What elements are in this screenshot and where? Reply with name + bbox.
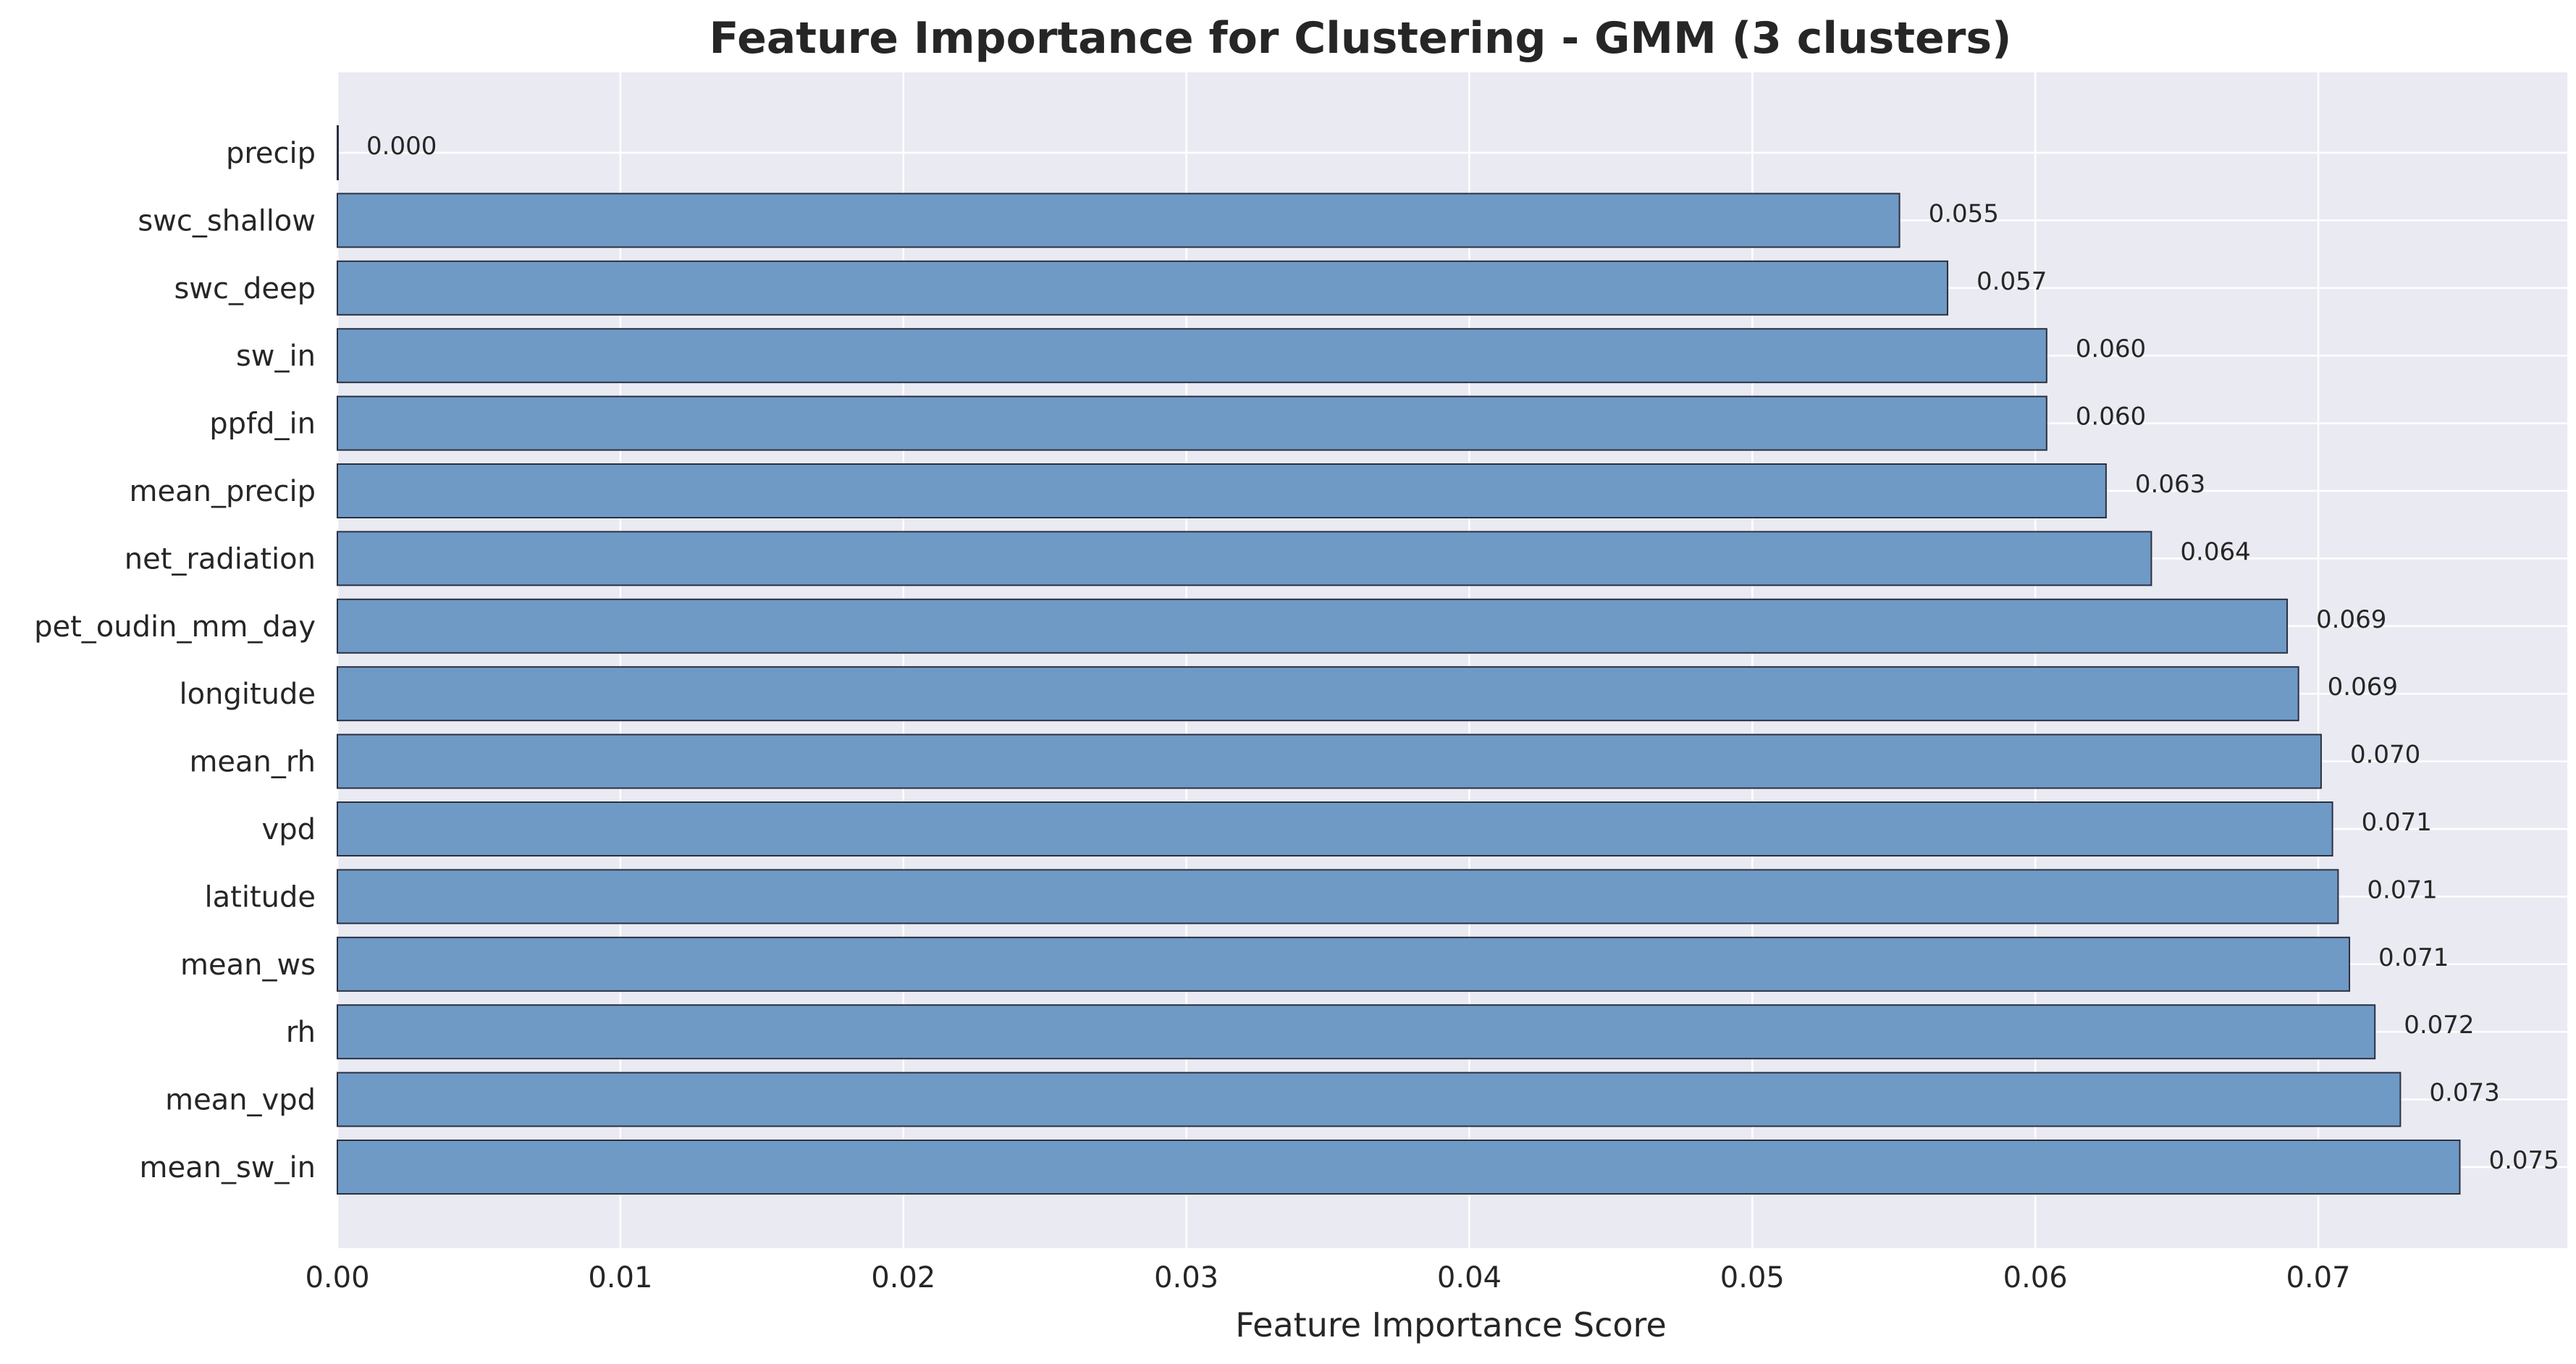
bar: [337, 1140, 2461, 1195]
bar-value-label: 0.000: [366, 132, 437, 161]
y-tick-label: latitude: [205, 880, 316, 914]
bar-value-label: 0.070: [2350, 741, 2420, 770]
y-tick-label: mean_rh: [189, 746, 316, 779]
bar-value-label: 0.060: [2076, 403, 2146, 431]
x-tick-label: 0.02: [871, 1261, 935, 1294]
x-tick-label: 0.03: [1154, 1261, 1218, 1294]
y-tick-label: pet_oudin_mm_day: [34, 610, 316, 644]
bar: [337, 598, 2289, 654]
x-tick-label: 0.00: [305, 1261, 369, 1294]
chart-title: Feature Importance for Clustering - GMM …: [710, 13, 2012, 64]
x-tick-label: 0.06: [2003, 1261, 2068, 1294]
bar: [337, 328, 2047, 384]
bar: [337, 125, 339, 180]
bar-value-label: 0.071: [2378, 943, 2449, 972]
y-tick-label: precip: [226, 137, 316, 170]
bar: [337, 801, 2333, 856]
bar-value-label: 0.071: [2367, 875, 2437, 904]
y-tick-label: mean_sw_in: [140, 1151, 316, 1184]
y-tick-label: swc_shallow: [138, 204, 316, 237]
bar: [337, 936, 2351, 992]
bar: [337, 531, 2152, 586]
bar-value-label: 0.069: [2328, 673, 2398, 702]
bar: [337, 1004, 2376, 1060]
bar-value-label: 0.063: [2135, 470, 2205, 499]
x-tick-label: 0.01: [588, 1261, 652, 1294]
bar: [337, 666, 2299, 722]
bar-value-label: 0.072: [2404, 1011, 2474, 1040]
bar-value-label: 0.055: [1929, 199, 1999, 228]
bar: [337, 869, 2339, 925]
bar-value-label: 0.075: [2488, 1146, 2559, 1175]
bar: [337, 260, 1949, 316]
y-tick-label: swc_deep: [174, 272, 316, 306]
y-tick-label: mean_ws: [180, 948, 316, 982]
bar: [337, 463, 2107, 518]
x-tick-label: 0.07: [2286, 1261, 2351, 1294]
bar-value-label: 0.060: [2076, 334, 2146, 363]
bar-value-label: 0.069: [2316, 605, 2386, 634]
bar-value-label: 0.073: [2429, 1079, 2499, 1108]
bar: [337, 395, 2047, 451]
plot-area: [337, 72, 2567, 1248]
y-tick-label: rh: [286, 1016, 316, 1049]
x-tick-label: 0.05: [1720, 1261, 1785, 1294]
y-tick-label: mean_vpd: [165, 1084, 316, 1117]
y-tick-label: longitude: [180, 678, 316, 711]
bar-value-label: 0.071: [2362, 808, 2432, 837]
x-tick-label: 0.04: [1437, 1261, 1502, 1294]
bar: [337, 733, 2322, 789]
y-tick-label: ppfd_in: [209, 408, 316, 441]
bar: [337, 193, 1901, 248]
y-tick-label: sw_in: [236, 340, 316, 373]
bar-value-label: 0.064: [2180, 537, 2250, 566]
y-tick-label: mean_precip: [130, 475, 316, 508]
y-tick-label: net_radiation: [125, 542, 316, 576]
bar-value-label: 0.057: [1977, 267, 2047, 296]
y-tick-label: vpd: [262, 813, 316, 846]
bar: [337, 1072, 2402, 1127]
x-axis-label: Feature Importance Score: [1235, 1305, 1667, 1344]
